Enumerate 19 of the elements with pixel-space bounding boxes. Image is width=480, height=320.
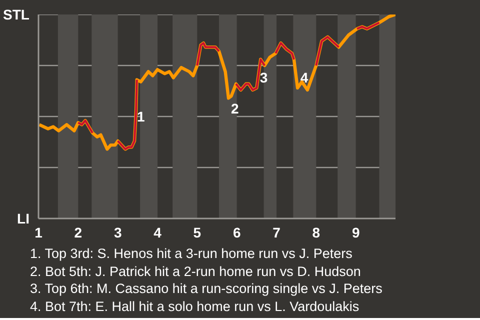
x-tick-label: 1: [34, 224, 43, 240]
x-tick-label: 6: [232, 224, 241, 240]
text: LI: [17, 210, 30, 226]
x-tick-label: 5: [193, 224, 202, 240]
text: 1. Top 3rd: S. Henos hit a 3-run home run vs J. Peters: [30, 246, 352, 261]
text: 4. Bot 7th: E. Hall hit a solo home run vs L. Vardoulakis: [30, 298, 360, 314]
x-tick-label: 4: [154, 224, 162, 240]
text: 3. Top 6th: M. Cassano hit a run-scoring single vs J. Peters: [30, 281, 382, 296]
text: STL: [3, 6, 30, 22]
x-tick-label: 8: [312, 224, 320, 240]
x-tick-label: 2: [74, 224, 82, 240]
annotation: 4: [300, 70, 308, 86]
annotation: 2: [230, 100, 239, 116]
text: 2. Bot 5th: J. Patrick hit a 2-run home run vs D. Hudson: [30, 264, 361, 278]
annotation: 1: [136, 108, 145, 124]
x-tick-label: 3: [114, 224, 122, 240]
annotation: 3: [260, 70, 268, 86]
x-tick-label: 9: [352, 224, 360, 240]
x-tick-label: 7: [272, 224, 281, 240]
